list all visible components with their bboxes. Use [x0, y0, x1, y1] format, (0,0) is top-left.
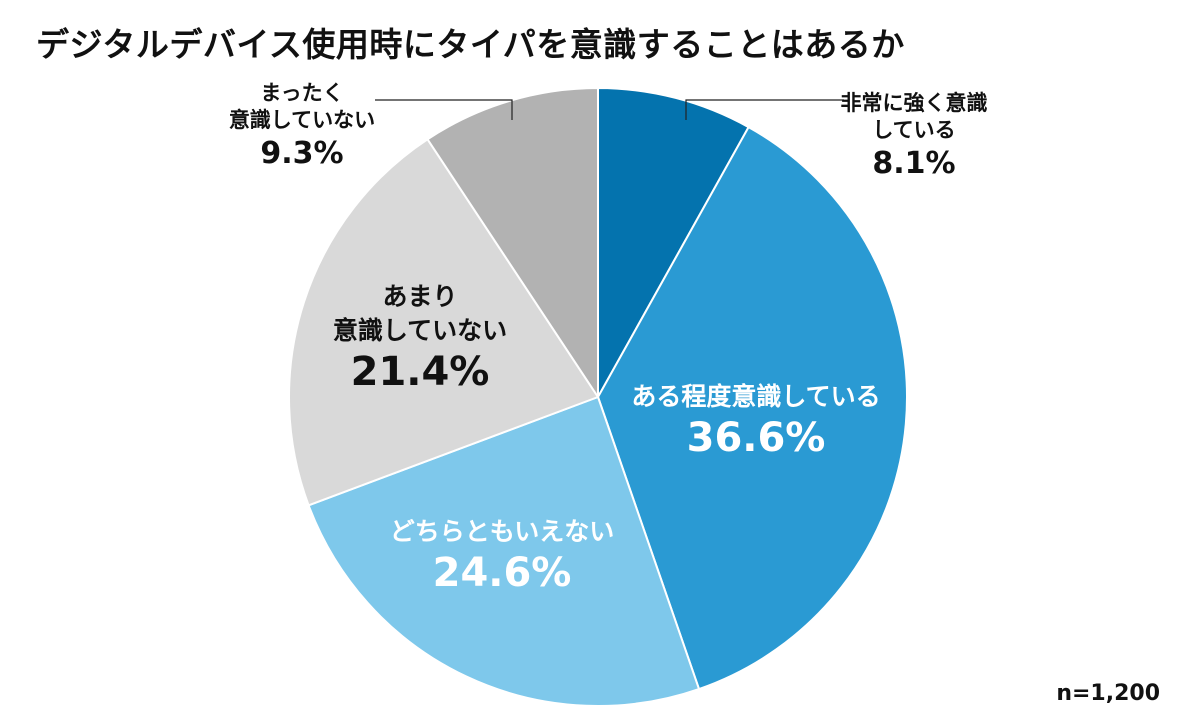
pie-slice-2: [597, 126, 908, 691]
leader-line-5: [375, 99, 513, 120]
pie-slice-4: [288, 138, 599, 507]
sample-size-note: n=1,200: [1056, 681, 1160, 706]
pie-slice-5: [426, 87, 599, 398]
slice-label-text: まったく: [260, 81, 343, 105]
slice-label-text: あまり: [382, 282, 457, 311]
slice-label-text: ある程度意識している: [631, 382, 880, 411]
leader-lines: [375, 99, 844, 120]
pie-slice-3: [307, 396, 701, 707]
pie-slice-1: [597, 87, 750, 398]
pie-slices: [288, 87, 908, 707]
leader-line-1: [685, 99, 844, 120]
slice-label-text: 非常に強く意識: [841, 91, 988, 115]
slice-label-3: どちらともいえない 24.6%: [390, 517, 615, 596]
chart-title: デジタルデバイス使用時にタイパを意識することはあるか: [36, 25, 905, 64]
slice-value-label: 36.6%: [687, 415, 826, 461]
slice-label-text: している: [872, 118, 955, 142]
slice-label-2: ある程度意識している 36.6%: [631, 382, 880, 461]
slice-value-label: 8.1%: [872, 146, 955, 181]
slice-label-text: 意識していない: [229, 108, 375, 132]
slice-label-text: どちらともいえない: [390, 517, 615, 546]
slice-label-text: 意識していない: [333, 316, 507, 345]
slice-value-label: 24.6%: [433, 550, 572, 596]
slice-value-label: 21.4%: [351, 349, 490, 395]
slice-value-label: 9.3%: [260, 136, 343, 171]
